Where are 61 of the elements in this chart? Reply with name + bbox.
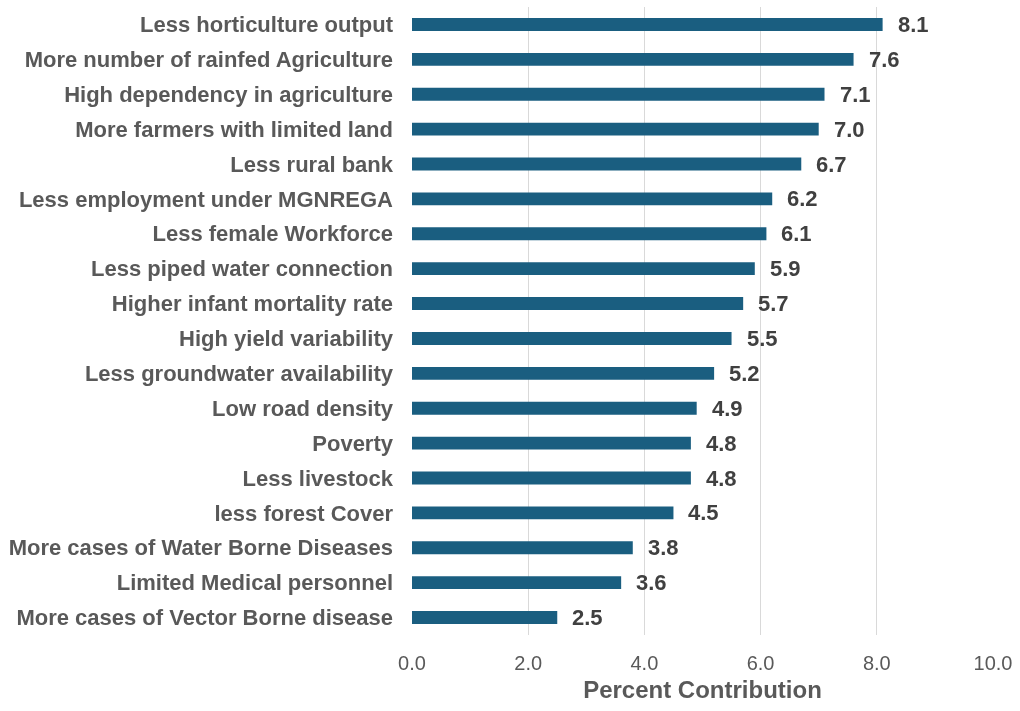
data-label: 6.7	[816, 152, 847, 177]
bar	[412, 87, 825, 101]
y-tick-label: less forest Cover	[214, 500, 394, 526]
y-tick-label: Limited Medical personnel	[116, 570, 393, 596]
bar	[412, 192, 773, 206]
bar	[412, 227, 767, 241]
data-label: 7.6	[869, 47, 900, 72]
x-axis-title: Percent Contribution	[583, 676, 822, 704]
x-tick-label: 2.0	[514, 652, 543, 674]
x-tick-label: 10.0	[973, 652, 1013, 674]
y-tick-label: More number of rainfed Agriculture	[24, 47, 393, 73]
y-tick-label: Less employment under MGNREGA	[18, 186, 394, 212]
y-tick-label: Less livestock	[242, 465, 394, 491]
bar	[412, 576, 622, 590]
data-label: 3.8	[648, 535, 679, 560]
bar	[412, 262, 755, 276]
y-tick-label: More farmers with limited land	[75, 116, 393, 142]
y-tick-label: Less horticulture output	[140, 12, 394, 38]
data-label: 7.1	[840, 82, 871, 107]
bar	[412, 436, 691, 450]
data-label: 7.0	[834, 117, 865, 142]
x-tick-label: 8.0	[862, 652, 891, 674]
bar	[412, 541, 633, 555]
bar	[412, 122, 819, 136]
bar	[412, 297, 744, 311]
data-label: 4.9	[712, 396, 743, 421]
bar	[412, 17, 883, 31]
y-tick-label: More cases of Vector Borne disease	[16, 605, 393, 631]
data-label: 3.6	[636, 570, 667, 595]
data-label: 8.1	[898, 12, 929, 37]
data-label: 5.5	[747, 326, 778, 351]
y-tick-label: Low road density	[212, 395, 394, 421]
data-label: 5.2	[729, 361, 760, 386]
y-tick-label: Less female Workforce	[152, 221, 393, 247]
bar	[412, 401, 697, 415]
y-tick-label: Poverty	[312, 430, 394, 456]
bar	[412, 471, 691, 485]
y-tick-label: High dependency in agriculture	[64, 81, 393, 107]
y-tick-label: Less piped water connection	[91, 256, 393, 282]
data-label: 4.5	[688, 500, 719, 525]
y-tick-label: More cases of Water Borne Diseases	[8, 535, 393, 561]
y-tick-label: High yield variability	[179, 326, 394, 352]
y-tick-label: Higher infant mortality rate	[111, 291, 393, 317]
y-tick-label: Less rural bank	[230, 151, 394, 177]
data-label: 2.5	[572, 605, 603, 630]
bar	[412, 366, 715, 380]
data-label: 5.7	[758, 291, 789, 316]
bar	[412, 506, 674, 520]
data-label: 4.8	[706, 431, 737, 456]
bar	[412, 611, 558, 625]
bar	[412, 331, 732, 345]
bar	[412, 157, 802, 171]
x-tick-label: 6.0	[746, 652, 775, 674]
data-label: 6.2	[787, 186, 818, 211]
bar	[412, 52, 854, 66]
x-tick-label: 4.0	[630, 652, 659, 674]
data-label: 5.9	[770, 256, 801, 281]
data-label: 4.8	[706, 466, 737, 491]
data-label: 6.1	[781, 221, 812, 246]
y-tick-label: Less groundwater availability	[84, 361, 394, 387]
x-tick-label: 0.0	[398, 652, 426, 674]
